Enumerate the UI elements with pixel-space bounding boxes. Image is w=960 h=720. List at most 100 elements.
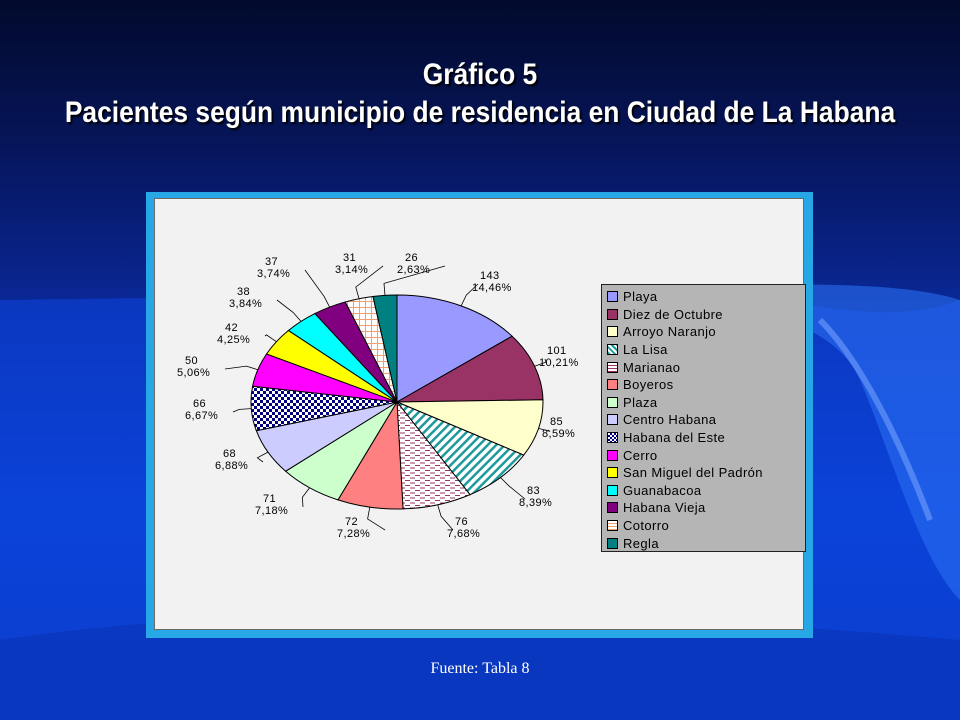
- legend-item-guanabacoa: Guanabacoa: [607, 482, 805, 500]
- title-line-1: Gráfico 5: [422, 58, 538, 91]
- leader-line-plaza: [301, 487, 310, 508]
- legend-label: Cerro: [623, 447, 658, 463]
- slice-value-label: 50: [185, 355, 198, 367]
- slice-percent-label: 4,25%: [217, 334, 250, 346]
- legend-item-plaza: Plaza: [607, 394, 805, 412]
- leader-line-centro-habana: [256, 451, 269, 463]
- slice-value-label: 42: [225, 322, 238, 334]
- leader-line-boyeros: [367, 507, 386, 531]
- slide-title: Gráfico 5 Pacientes según municipio de r…: [58, 56, 903, 132]
- slice-percent-label: 8,59%: [542, 428, 575, 440]
- slice-percent-label: 7,18%: [255, 505, 288, 517]
- legend-label: Boyeros: [623, 377, 674, 393]
- slice-percent-label: 14,46%: [472, 282, 512, 294]
- slice-percent-label: 7,28%: [337, 528, 370, 540]
- title-line-2: Pacientes según municipio de residencia …: [64, 96, 896, 129]
- slice-value-label: 26: [405, 252, 418, 264]
- slice-value-label: 71: [263, 493, 276, 505]
- leader-line-regla: [383, 265, 446, 296]
- pie-slice-diez-de-octubre: [396, 335, 544, 403]
- legend-item-san-miguel-del-padron: San Miguel del Padrón: [607, 464, 805, 482]
- chart-area: 143 14,46% 101 10,21% 85 8,59% 83 8,39% 76 7,68% 7…: [154, 198, 806, 630]
- legend-swatch: [607, 414, 618, 426]
- leader-line-guanabacoa: [276, 299, 302, 322]
- slice-value-label: 66: [193, 398, 206, 410]
- slice-value-label: 143: [480, 270, 500, 282]
- leader-line-playa: [460, 283, 479, 307]
- legend-label: Cotorro: [623, 518, 670, 534]
- leader-line-cerro: [224, 365, 258, 371]
- chart-legend: Playa Diez de Octubre Arroyo Naranjo La Lis…: [601, 284, 806, 552]
- legend-swatch: [607, 379, 618, 391]
- leader-line-la-lisa: [500, 477, 526, 500]
- legend-swatch: [607, 432, 618, 444]
- leader-line-diez-de-octubre: [534, 358, 547, 367]
- slice-percent-label: 2,63%: [397, 264, 430, 276]
- leader-line-arroyo-naranjo: [538, 428, 551, 432]
- legend-label: Marianao: [623, 359, 681, 375]
- slice-percent-label: 3,14%: [335, 264, 368, 276]
- legend-item-arroyo-naranjo: Arroyo Naranjo: [607, 323, 805, 341]
- legend-swatch: [607, 449, 618, 461]
- slice-value-label: 101: [547, 345, 567, 357]
- chart-frame: 143 14,46% 101 10,21% 85 8,59% 83 8,39% 76 7,68% 7…: [146, 192, 813, 638]
- legend-swatch: [607, 502, 618, 514]
- legend-swatch: [607, 520, 618, 532]
- leader-line-cotorro: [355, 265, 384, 299]
- legend-item-playa: Playa: [607, 288, 805, 306]
- legend-item-marianao: Marianao: [607, 358, 805, 376]
- slice-value-label: 83: [527, 485, 540, 497]
- legend-item-habana-del-este: Habana del Este: [607, 429, 805, 447]
- slice-percent-label: 6,67%: [185, 410, 218, 422]
- legend-swatch: [607, 467, 618, 479]
- legend-swatch: [607, 291, 618, 303]
- slice-value-label: 38: [237, 286, 250, 298]
- legend-item-cotorro: Cotorro: [607, 517, 805, 535]
- source-note: Fuente: Tabla 8: [430, 660, 530, 677]
- slice-value-label: 76: [455, 516, 468, 528]
- legend-swatch: [607, 484, 618, 496]
- slice-value-label: 85: [550, 416, 563, 428]
- legend-swatch: [607, 537, 618, 549]
- legend-label: Plaza: [623, 394, 658, 410]
- legend-swatch: [607, 396, 618, 408]
- legend-label: San Miguel del Padrón: [623, 465, 763, 481]
- slice-percent-label: 10,21%: [539, 357, 579, 369]
- leader-line-habana-vieja: [304, 269, 330, 308]
- legend-label: Arroyo Naranjo: [623, 324, 717, 340]
- legend-item-regla: Regla: [607, 534, 805, 552]
- legend-label: Guanabacoa: [623, 482, 702, 498]
- slice-percent-label: 3,84%: [229, 298, 262, 310]
- pie-leader-lines: [224, 265, 551, 531]
- slice-value-label: 68: [223, 448, 236, 460]
- slice-value-label: 37: [265, 256, 278, 268]
- slice-value-label: 72: [345, 516, 358, 528]
- leader-line-san-miguel-del-padron: [264, 334, 277, 343]
- legend-label: Diez de Octubre: [623, 306, 723, 322]
- pie-slices: [250, 294, 544, 510]
- legend-item-diez-de-octubre: Diez de Octubre: [607, 306, 805, 324]
- legend-label: La Lisa: [623, 342, 668, 358]
- slice-percent-label: 8,39%: [519, 497, 552, 509]
- legend-swatch: [607, 361, 618, 373]
- legend-item-boyeros: Boyeros: [607, 376, 805, 394]
- legend-item-habana-vieja: Habana Vieja: [607, 499, 805, 517]
- slice-percent-label: 7,68%: [447, 528, 480, 540]
- legend-label: Playa: [623, 289, 658, 305]
- slice-value-label: 31: [343, 252, 356, 264]
- legend-label: Regla: [623, 535, 659, 551]
- legend-swatch: [607, 344, 618, 356]
- slice-percent-label: 5,06%: [177, 367, 210, 379]
- legend-item-centro-habana: Centro Habana: [607, 411, 805, 429]
- legend-label: Centro Habana: [623, 412, 717, 428]
- legend-label: Habana Vieja: [623, 500, 706, 516]
- legend-item-la-lisa: La Lisa: [607, 341, 805, 359]
- legend-label: Habana del Este: [623, 430, 726, 446]
- legend-swatch: [607, 326, 618, 338]
- slice-percent-label: 3,74%: [257, 268, 290, 280]
- legend-swatch: [607, 308, 618, 320]
- leader-line-habana-del-este: [232, 408, 252, 413]
- leader-line-marianao: [437, 504, 454, 531]
